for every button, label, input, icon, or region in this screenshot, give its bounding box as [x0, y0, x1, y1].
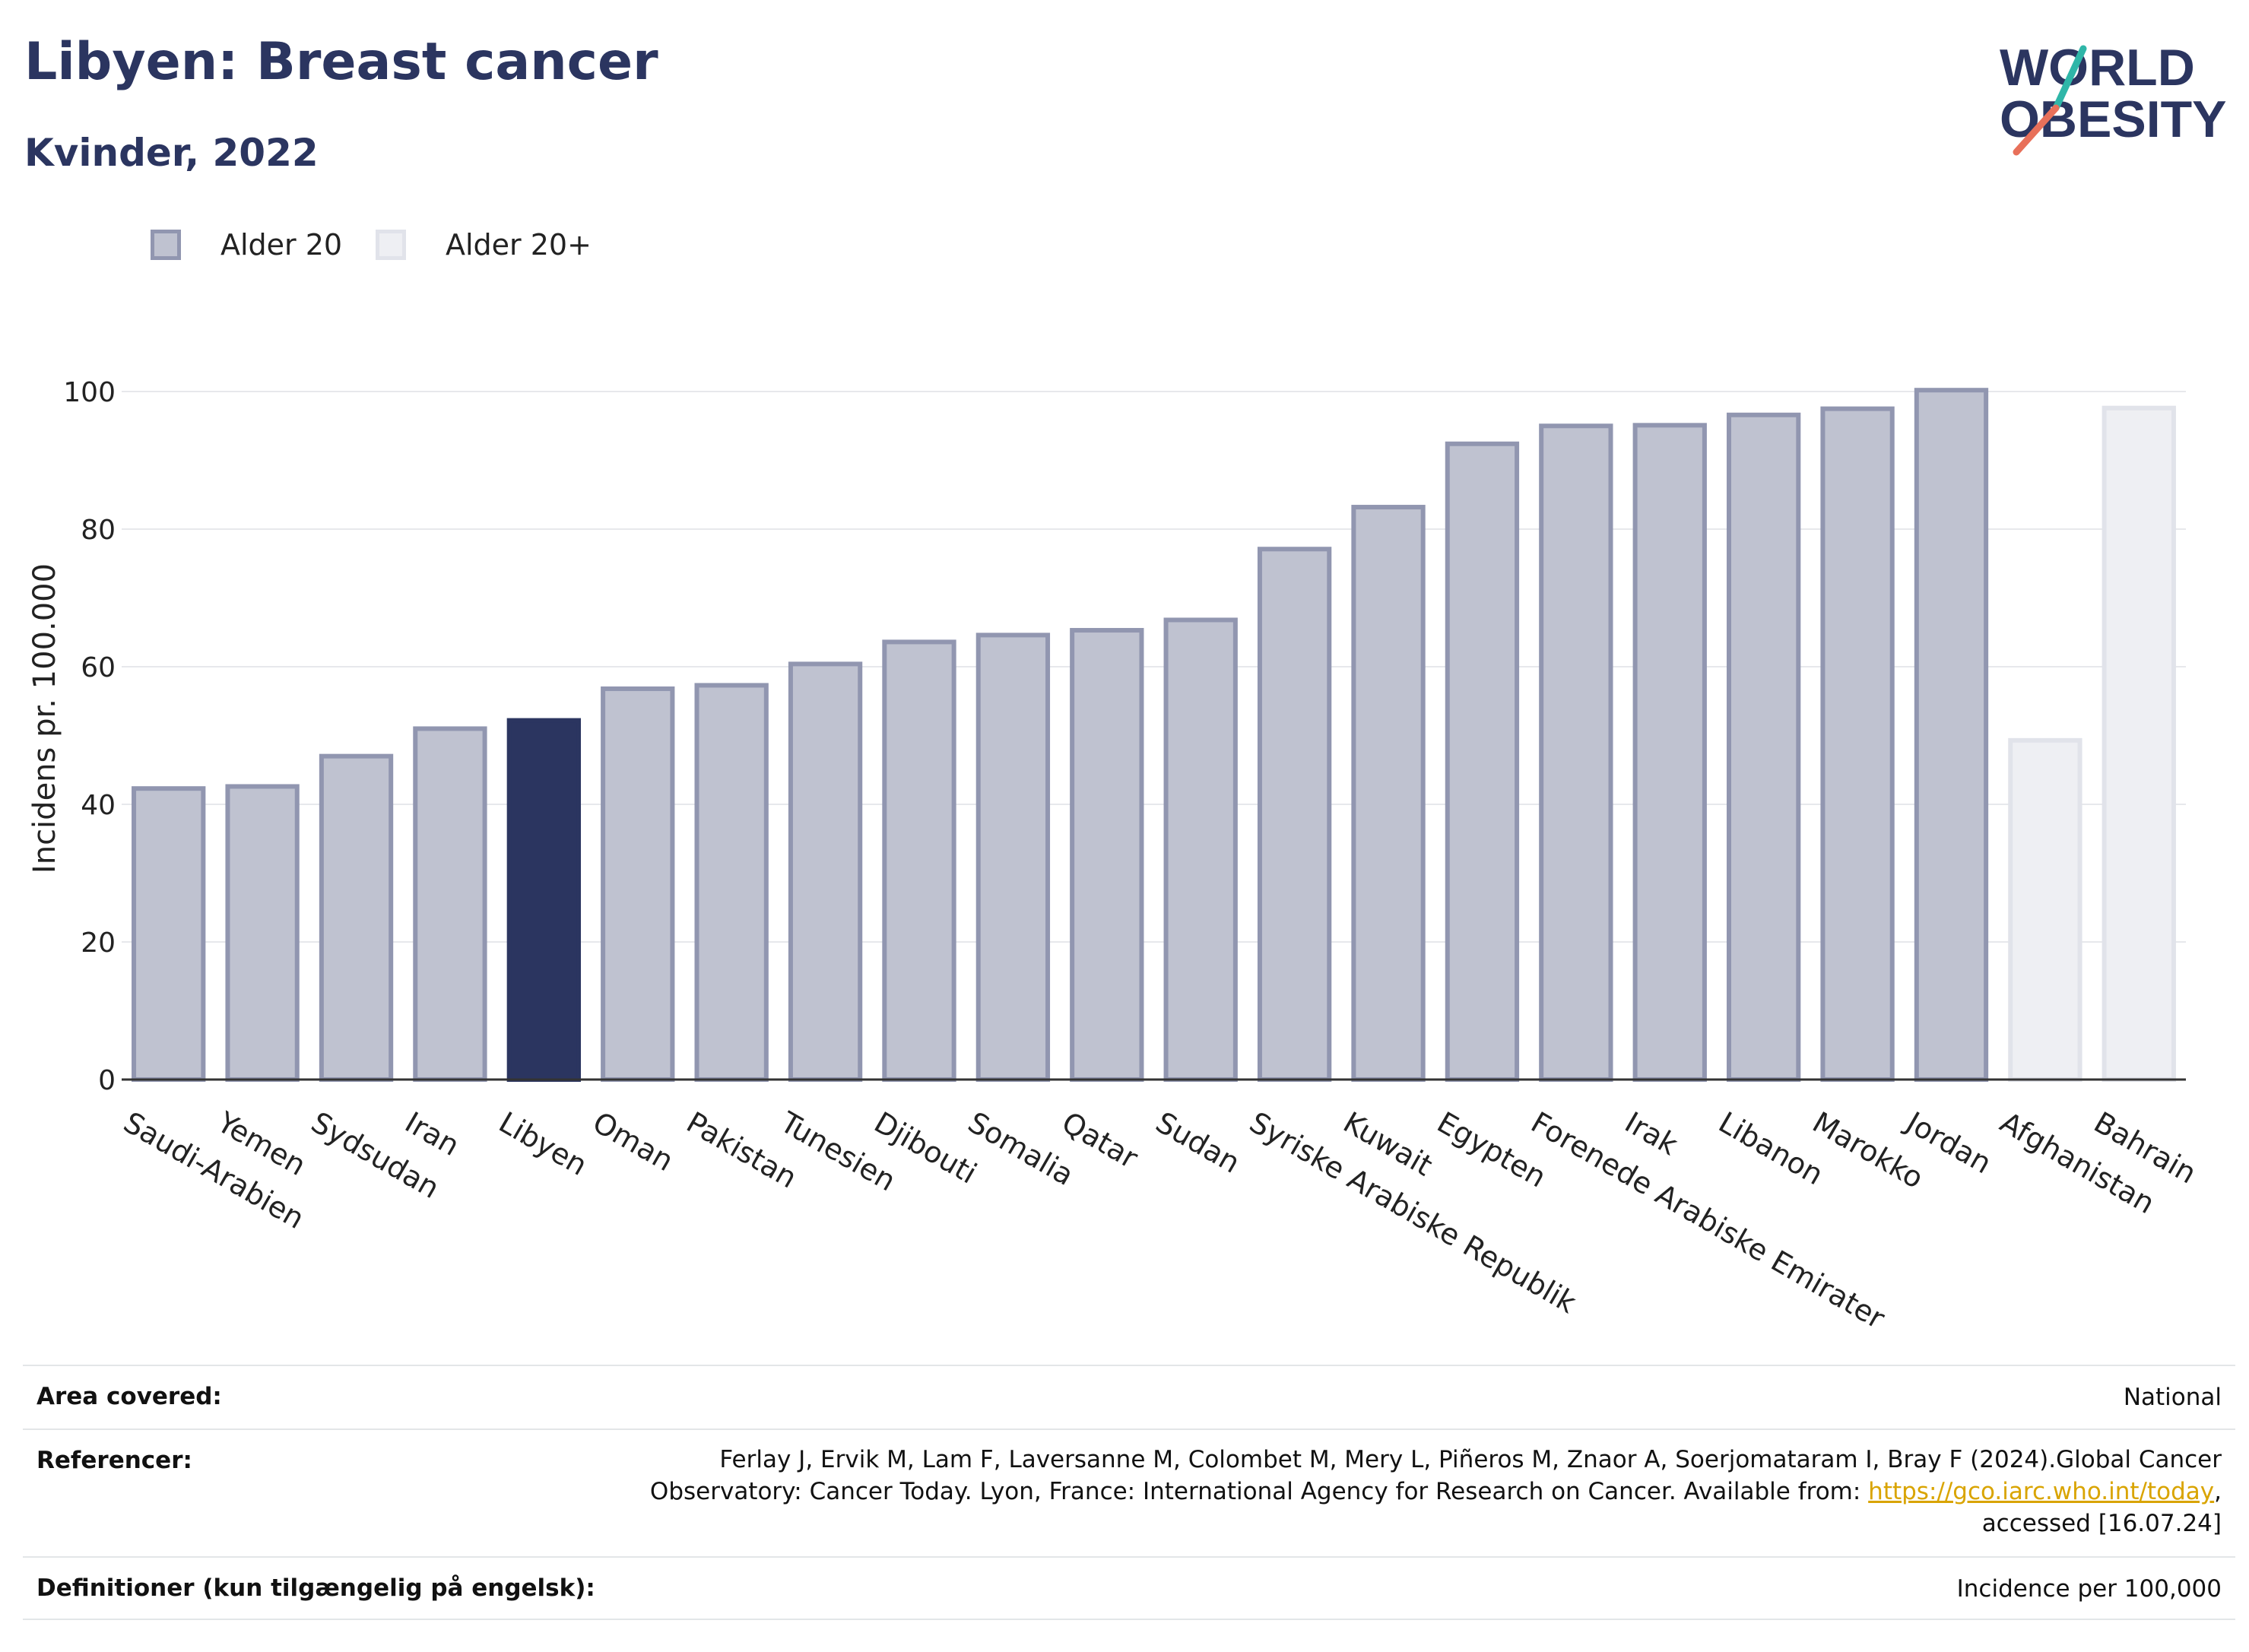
logo-text-world: WORLD [2000, 39, 2195, 97]
x-tick-label: Oman [587, 1105, 679, 1178]
footer-references-value: Ferlay J, Ervik M, Lam F, Laversanne M, … [650, 1444, 2222, 1539]
bar-kuwait[interactable] [1351, 505, 1426, 1082]
y-axis-label: Incidens pr. 100.000 [27, 563, 62, 874]
footer-area-value: National [2123, 1384, 2222, 1411]
legend-swatch-alder-20-plus [376, 230, 406, 260]
logo-slash-coral [2013, 104, 2060, 156]
bar-libyen[interactable] [506, 718, 582, 1083]
bar-qatar[interactable] [1070, 628, 1144, 1082]
reference-line-3: accessed [16.07.24] [1981, 1510, 2222, 1537]
bar-syriske-arabiske-republik[interactable] [1257, 547, 1332, 1082]
footer-row-area: Area covered: National [23, 1365, 2235, 1428]
footer-definitions-value: Incidence per 100,000 [1956, 1575, 2222, 1603]
chart-footer: Area covered: National Referencer: Ferla… [23, 1365, 2235, 1620]
y-tick-label: 80 [81, 515, 116, 546]
bar-forenede-arabiske-emirater[interactable] [1539, 423, 1613, 1082]
x-tick-label: Sudan [1150, 1105, 1246, 1180]
bar-djibouti[interactable] [882, 639, 956, 1082]
legend-label-alder-20-plus: Alder 20+ [446, 228, 592, 262]
y-tick-label: 0 [98, 1065, 116, 1096]
logo-slash-teal [2052, 45, 2087, 112]
x-tick-label: Iran [399, 1105, 465, 1162]
chart-title: Libyen: Breast cancer [24, 32, 658, 92]
y-tick-label: 60 [81, 652, 116, 683]
bar-marokko[interactable] [1820, 406, 1895, 1082]
legend-swatch-alder-20 [151, 230, 181, 260]
footer-area-label: Area covered: [36, 1383, 222, 1410]
chart-subtitle: Kvinder, 2022 [24, 131, 319, 175]
footer-row-references: Referencer: Ferlay J, Ervik M, Lam F, La… [23, 1428, 2235, 1556]
axes: 0 20 40 60 80 100 [63, 377, 2186, 1096]
logo-text-obesity: OBESITY [2000, 90, 2227, 148]
bar-jordan[interactable] [1914, 388, 1989, 1082]
x-tick-label: Somalia [963, 1105, 1080, 1192]
y-tick-label: 40 [81, 790, 116, 821]
bar-tunesien[interactable] [788, 661, 863, 1082]
x-tick-label: Irak [1619, 1105, 1683, 1162]
bar-yemen[interactable] [225, 784, 300, 1082]
footer-definitions-label: Definitioner (kun tilgængelig på engelsk… [36, 1574, 595, 1602]
bar-iran[interactable] [413, 726, 487, 1082]
footer-row-definitions: Definitioner (kun tilgængelig på engelsk… [23, 1556, 2235, 1620]
bar-saudi-arabien[interactable] [132, 786, 206, 1083]
bar-bahrain[interactable] [2101, 405, 2176, 1082]
world-obesity-logo: WORLD OBESITY [2000, 39, 2227, 156]
bar-oman[interactable] [601, 686, 675, 1082]
bar-somalia[interactable] [975, 633, 1051, 1082]
bar-libanon[interactable] [1726, 412, 1801, 1082]
y-tick-label: 20 [81, 927, 116, 959]
x-tick-label: Libyen [493, 1105, 593, 1182]
reference-line-1: Ferlay J, Ervik M, Lam F, Laversanne M, … [719, 1446, 2222, 1473]
reference-line-2-suffix: , [2214, 1478, 2222, 1505]
reference-line-2: Observatory: Cancer Today. Lyon, France:… [650, 1476, 2222, 1508]
bars [132, 388, 2176, 1083]
bar-pakistan[interactable] [694, 683, 769, 1082]
bar-sudan[interactable] [1163, 617, 1238, 1082]
footer-references-label: Referencer: [36, 1447, 192, 1474]
bar-irak[interactable] [1632, 423, 1707, 1082]
y-tick-label: 100 [63, 377, 116, 408]
x-tick-label: Libanon [1713, 1105, 1829, 1191]
bar-egypten[interactable] [1445, 441, 1520, 1082]
bar-sydsudan[interactable] [319, 753, 394, 1083]
reference-line-2-text: Observatory: Cancer Today. Lyon, France:… [649, 1478, 1869, 1505]
reference-link[interactable]: https://gco.iarc.who.int/today [1868, 1478, 2215, 1505]
legend-label-alder-20: Alder 20 [220, 228, 343, 262]
bar-afghanistan[interactable] [2008, 737, 2082, 1083]
